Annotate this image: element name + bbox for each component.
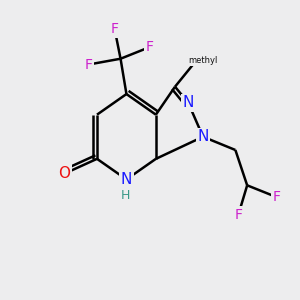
Text: F: F xyxy=(111,22,119,36)
Text: H: H xyxy=(120,189,130,202)
Text: N: N xyxy=(121,172,132,187)
Text: N: N xyxy=(183,95,194,110)
Text: O: O xyxy=(58,166,70,181)
Text: F: F xyxy=(273,190,280,204)
Text: F: F xyxy=(234,208,242,222)
Text: F: F xyxy=(146,40,154,54)
Text: F: F xyxy=(84,58,92,72)
Text: methyl: methyl xyxy=(188,56,218,65)
Text: N: N xyxy=(197,129,209,144)
